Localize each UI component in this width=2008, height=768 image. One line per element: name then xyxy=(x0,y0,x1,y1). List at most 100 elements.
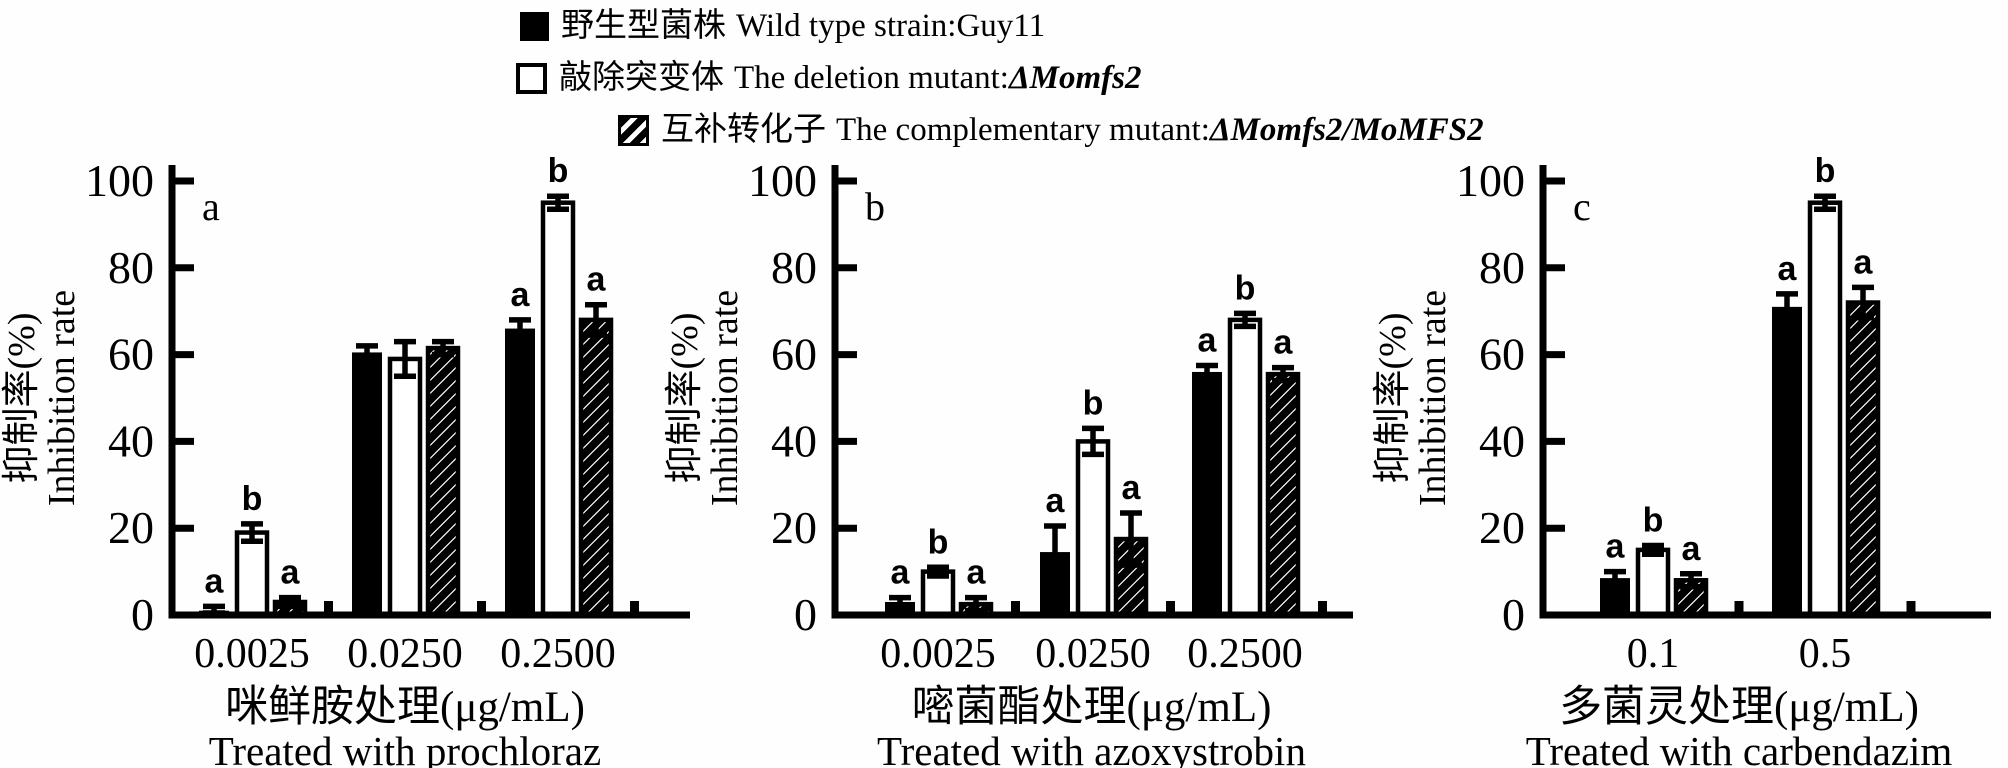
bar-hatch xyxy=(578,317,614,618)
bar-hatch xyxy=(425,345,461,618)
y-tick-label: 20 xyxy=(771,502,817,553)
significance-letter: a xyxy=(205,562,225,600)
legend-label-cn: 敲除突变体 xyxy=(559,60,724,96)
y-tick-label: 80 xyxy=(1479,242,1525,293)
x-axis-title-en: Treated with prochloraz xyxy=(209,728,601,768)
solid-black-swatch-icon xyxy=(520,12,549,41)
y-tick-label: 0 xyxy=(1502,589,1525,640)
x-tick-label: 0.5 xyxy=(1799,631,1852,677)
legend-item-complementary-mutant: 互补转化子 The complementary mutant: ΔMomfs2/… xyxy=(618,114,1484,147)
significance-letter: a xyxy=(967,554,987,592)
x-tick-label: 0.2500 xyxy=(1187,631,1303,677)
bar-solid xyxy=(1192,371,1222,615)
panel-b-chart: a a a b b b a a a 0 20 40 60 80 100 0.0025 0.0250 0.2500 b… xyxy=(660,128,1360,768)
legend-label-en: The deletion mutant: xyxy=(734,60,1009,96)
y-tick-label: 40 xyxy=(771,415,817,466)
x-tick-label: 0.0025 xyxy=(194,631,310,677)
bar-open xyxy=(1227,317,1263,618)
x-tick-label: 0.0250 xyxy=(1035,631,1151,677)
x-axis-title-cn: 咪鲜胺处理(μg/mL) xyxy=(225,684,585,731)
y-tick-label: 80 xyxy=(108,242,154,293)
legend: 野生型菌株 Wild type strain: Guy11 敲除突变体 The … xyxy=(0,0,2008,165)
bar-open xyxy=(1075,439,1111,618)
legend-item-wild-type: 野生型菌株 Wild type strain: Guy11 xyxy=(520,10,1045,43)
significance-letter: a xyxy=(511,276,531,314)
bar-open xyxy=(1635,547,1671,618)
legend-label-cn: 野生型菌株 xyxy=(561,8,726,44)
x-axis-title-en: Treated with azoxystrobin xyxy=(877,728,1306,768)
panel-a-chart: a a b b a a 0 20 40 60 80 100 0.0025 0.0250 0.2500 a 咪鲜胺… xyxy=(0,128,700,768)
x-tick-label: 0.1 xyxy=(1627,631,1680,677)
y-tick-label: 100 xyxy=(748,155,817,206)
significance-letter: a xyxy=(1198,321,1218,359)
significance-letter: a xyxy=(1854,243,1874,281)
y-tick-label: 60 xyxy=(1479,329,1525,380)
panel-letter: a xyxy=(202,184,220,229)
significance-letter: b xyxy=(1235,269,1256,307)
significance-letter: b xyxy=(1083,384,1104,422)
diagonal-hatch-swatch-icon xyxy=(618,115,649,146)
bar-open xyxy=(1807,200,1843,618)
x-axis-title-cn: 嘧菌酯处理(μg/mL) xyxy=(912,684,1272,731)
y-tick-label: 40 xyxy=(108,415,154,466)
significance-letter: a xyxy=(1778,250,1798,288)
significance-letter: a xyxy=(1046,482,1066,520)
significance-letter: b xyxy=(242,480,263,518)
bar-solid xyxy=(352,352,382,615)
bar-open xyxy=(387,356,423,618)
bar-hatch xyxy=(1845,300,1881,618)
y-tick-label: 20 xyxy=(108,502,154,553)
legend-label-en: Wild type strain: xyxy=(736,8,957,44)
y-axis-title-cn: 抑制率(%) xyxy=(1372,313,1414,484)
strain-name: ΔMomfs2/MoMFS2 xyxy=(1209,112,1484,148)
significance-letter: b xyxy=(1815,152,1836,190)
x-tick-label: 0.2500 xyxy=(500,631,616,677)
x-axis-title-cn: 多菌灵处理(μg/mL) xyxy=(1559,684,1919,731)
y-tick-label: 20 xyxy=(1479,502,1525,553)
y-axis-title-en: Inhibition rate xyxy=(41,290,83,506)
y-axis-title-en: Inhibition rate xyxy=(704,290,746,506)
significance-letter: a xyxy=(587,261,607,299)
bar-solid xyxy=(1772,306,1802,615)
panel-c-chart: a a b b a a 0 20 40 60 80 100 0.1 0.5 c 多菌灵处理(μg/mL) Tre… xyxy=(1368,128,2008,768)
significance-letter: b xyxy=(548,152,569,190)
strain-name: Guy11 xyxy=(956,8,1046,44)
y-tick-label: 60 xyxy=(771,329,817,380)
y-axis-title-cn: 抑制率(%) xyxy=(1,313,43,484)
x-axis-title-en: Treated with carbendazim xyxy=(1526,728,1953,768)
legend-label-cn: 互补转化子 xyxy=(661,112,826,148)
strain-name: ΔMomfs2 xyxy=(1008,60,1142,96)
significance-letter: a xyxy=(891,554,911,592)
y-tick-label: 80 xyxy=(771,242,817,293)
legend-label-en: The complementary mutant: xyxy=(836,112,1210,148)
x-tick-label: 0.0250 xyxy=(347,631,463,677)
y-tick-label: 60 xyxy=(108,329,154,380)
panel-letter: b xyxy=(865,184,885,229)
significance-letter: a xyxy=(1274,324,1294,362)
significance-letter: a xyxy=(1682,530,1702,568)
y-tick-label: 100 xyxy=(85,155,154,206)
y-tick-label: 100 xyxy=(1456,155,1525,206)
significance-letter: a xyxy=(1122,469,1142,507)
bar-hatch xyxy=(1265,371,1301,618)
significance-letter: a xyxy=(281,554,301,592)
bar-open xyxy=(234,530,270,618)
bar-solid xyxy=(505,328,535,615)
open-square-swatch-icon xyxy=(516,63,547,94)
bar-open xyxy=(540,200,576,618)
significance-letter: a xyxy=(1606,528,1626,566)
legend-item-deletion-mutant: 敲除突变体 The deletion mutant: ΔMomfs2 xyxy=(516,62,1141,95)
x-tick-label: 0.0025 xyxy=(880,631,996,677)
significance-letter: b xyxy=(928,523,949,561)
panel-letter: c xyxy=(1573,184,1591,229)
significance-letter: b xyxy=(1643,502,1664,540)
y-tick-label: 40 xyxy=(1479,415,1525,466)
y-tick-label: 0 xyxy=(794,589,817,640)
y-axis-title-cn: 抑制率(%) xyxy=(664,313,706,484)
y-tick-label: 0 xyxy=(131,589,154,640)
y-axis-title-en: Inhibition rate xyxy=(1412,290,1454,506)
